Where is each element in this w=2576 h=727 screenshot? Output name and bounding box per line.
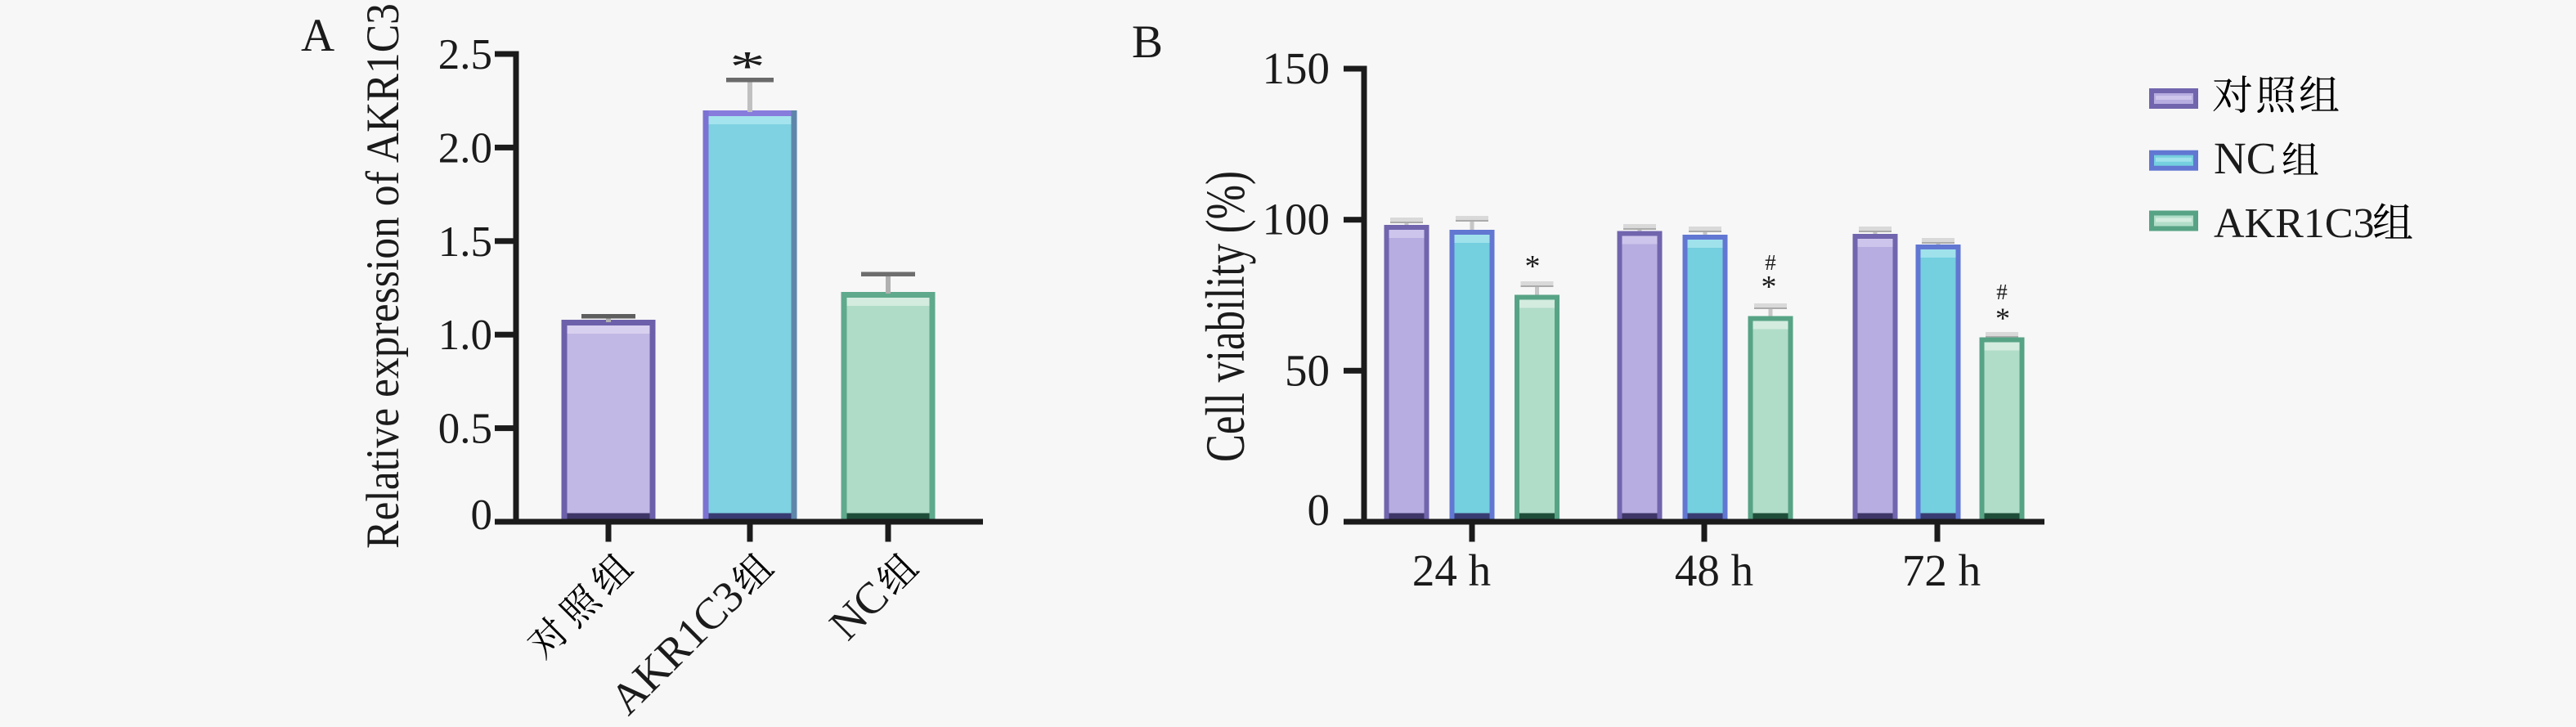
svg-text:Cell viability (%): Cell viability (%) xyxy=(1194,171,1256,462)
svg-text:*: * xyxy=(1761,270,1777,304)
svg-text:#: # xyxy=(1765,250,1776,275)
svg-text:150: 150 xyxy=(1263,43,1331,93)
svg-text:100: 100 xyxy=(1263,195,1331,245)
svg-text:48 h: 48 h xyxy=(1675,545,1753,595)
svg-text:*: * xyxy=(729,43,765,91)
svg-text:A: A xyxy=(301,10,334,61)
svg-text:1.0: 1.0 xyxy=(438,312,492,359)
svg-text:50: 50 xyxy=(1285,345,1330,395)
svg-text:2.5: 2.5 xyxy=(438,31,492,79)
svg-text:24 h: 24 h xyxy=(1412,545,1491,595)
svg-text:*: * xyxy=(1995,302,2010,334)
svg-text:AKR1C3: AKR1C3 xyxy=(2214,200,2374,247)
svg-text:1.5: 1.5 xyxy=(438,218,492,266)
svg-text:2.0: 2.0 xyxy=(438,124,492,172)
svg-text:B: B xyxy=(1132,16,1163,68)
svg-text:NC: NC xyxy=(2214,133,2276,183)
svg-text:*: * xyxy=(1525,249,1541,284)
svg-text:72 h: 72 h xyxy=(1902,545,1981,595)
svg-text:#: # xyxy=(1996,280,2008,304)
svg-text:0: 0 xyxy=(1308,485,1331,535)
svg-text:Relative expression of AKR1C3: Relative expression of AKR1C3 xyxy=(357,3,409,549)
svg-text:0.5: 0.5 xyxy=(438,406,492,453)
svg-text:0: 0 xyxy=(471,491,493,539)
